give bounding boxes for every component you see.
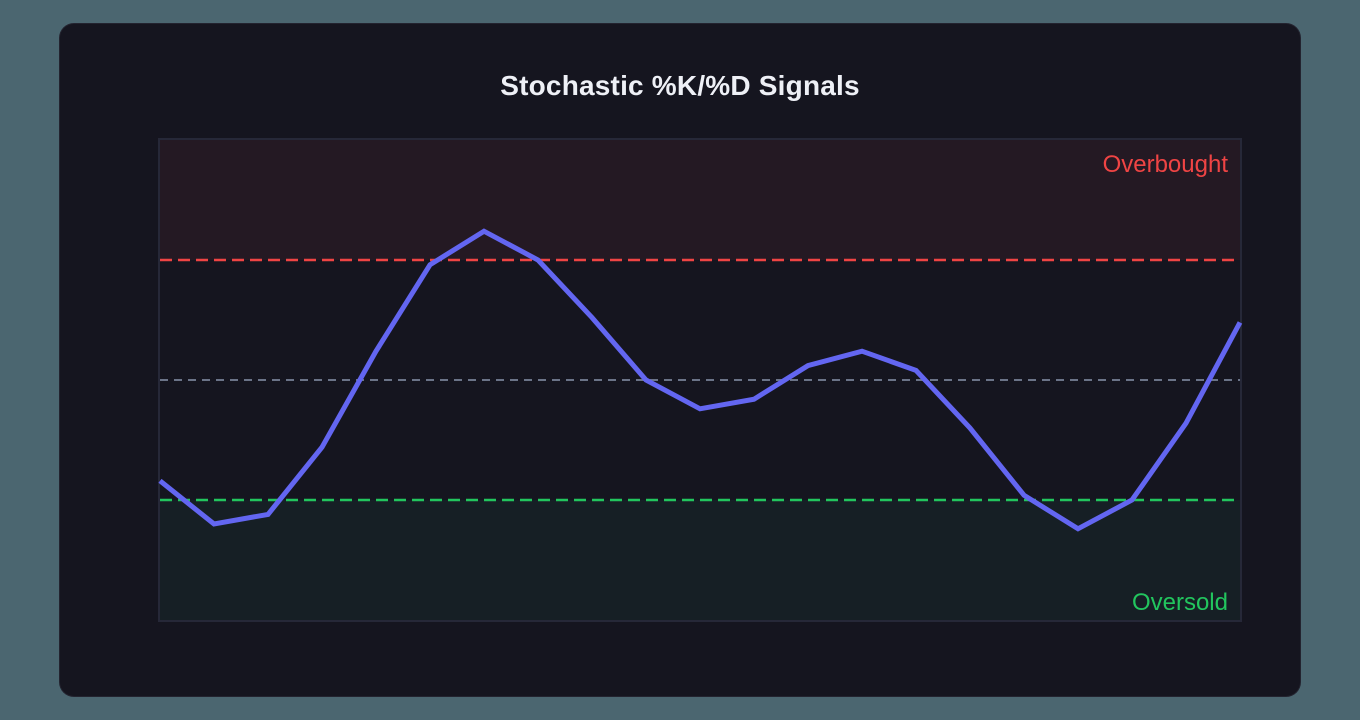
oversold-zone: [160, 500, 1240, 620]
overbought-zone: [160, 140, 1240, 260]
k-series-line: [158, 228, 1243, 532]
plot-frame: [158, 138, 1242, 622]
oversold-label: Oversold: [1132, 589, 1228, 616]
chart-title: Stochastic %K/%D Signals: [500, 70, 860, 101]
overbought-label: Overbought: [1103, 151, 1229, 178]
